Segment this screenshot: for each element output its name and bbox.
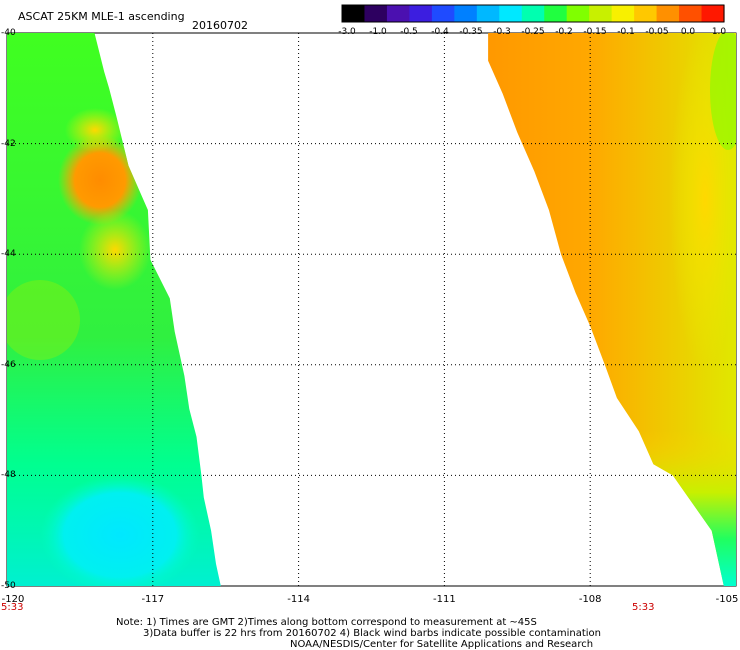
colorbar-swatch — [454, 5, 478, 22]
colorbar-swatch — [656, 5, 680, 22]
colorbar-swatch — [431, 5, 455, 22]
colorbar-tick-label: -0.5 — [400, 27, 418, 37]
latitude-label: -48 — [1, 470, 16, 481]
latitude-label: -50 — [1, 581, 16, 591]
time-label-left: 5:33 — [1, 602, 24, 613]
colorbar-tick-label: -0.15 — [583, 27, 607, 37]
left-yellow-patch-2 — [65, 108, 125, 152]
colorbar-tick-label: -0.25 — [521, 27, 545, 37]
graticule — [7, 33, 736, 586]
note-line-2: 3)Data buffer is 22 hrs from 20160702 4)… — [143, 628, 601, 639]
colorbar-tick-label: -0.35 — [459, 27, 483, 37]
colorbar-swatch — [499, 5, 523, 22]
colorbar-swatch — [476, 5, 500, 22]
latitude-label: -42 — [1, 138, 16, 149]
colorbar-tick-label: -0.4 — [431, 27, 449, 37]
colorbar-frame — [341, 4, 725, 23]
colorbar-tick-label: -0.3 — [493, 27, 511, 37]
left-yellow-patch — [79, 210, 151, 290]
note-line-1: Note: 1) Times are GMT 2)Times along bot… — [116, 617, 537, 628]
longitude-label: -105 — [715, 594, 739, 605]
colorbar-tick-label: 1.0 — [711, 27, 727, 37]
colorbar-tick-label: -0.1 — [617, 27, 635, 37]
colorbar-tick-label: -0.2 — [555, 27, 573, 37]
colorbar-swatch — [409, 5, 433, 22]
colorbar-tick-label: -0.05 — [645, 27, 669, 37]
colorbar-tick-label: 0.0 — [680, 27, 696, 37]
latitude-label: -44 — [1, 249, 16, 260]
right-green-edge — [710, 33, 736, 150]
colorbar-swatch — [611, 5, 635, 22]
map-date: 20160702 — [192, 19, 248, 32]
colorbar-swatch — [364, 5, 388, 22]
colorbar-tick-label: -1.0 — [369, 27, 387, 37]
left-cyan-patch — [40, 475, 200, 586]
colorbar-swatch — [701, 5, 725, 22]
longitude-label: -120 — [1, 594, 25, 605]
colorbar-swatch — [589, 5, 613, 22]
colorbar-tick-label: -3.0 — [338, 27, 356, 37]
colorbar-swatch — [386, 5, 411, 22]
time-label-right: 5:33 — [632, 602, 655, 613]
color-scale-bar — [341, 4, 725, 23]
left-green-patch — [7, 280, 80, 360]
colorbar-swatch — [634, 5, 658, 22]
longitude-label: -108 — [578, 594, 602, 605]
latitude-label: -40 — [1, 28, 16, 38]
latitude-label: -46 — [1, 359, 16, 370]
note-line-3: NOAA/NESDIS/Center for Satellite Applica… — [290, 639, 594, 650]
longitude-label: -114 — [287, 594, 310, 605]
colorbar-swatch — [679, 5, 703, 22]
longitude-label: -117 — [141, 594, 165, 605]
colorbar-swatch — [544, 5, 568, 22]
map-title: ASCAT 25KM MLE-1 ascending — [18, 10, 185, 23]
colorbar-swatch — [521, 5, 545, 22]
right-blue-pixel — [690, 512, 697, 522]
colorbar-swatch — [342, 5, 366, 22]
longitude-label: -111 — [433, 594, 456, 605]
colorbar-swatch — [566, 5, 590, 22]
left-orange-patch — [58, 135, 142, 225]
